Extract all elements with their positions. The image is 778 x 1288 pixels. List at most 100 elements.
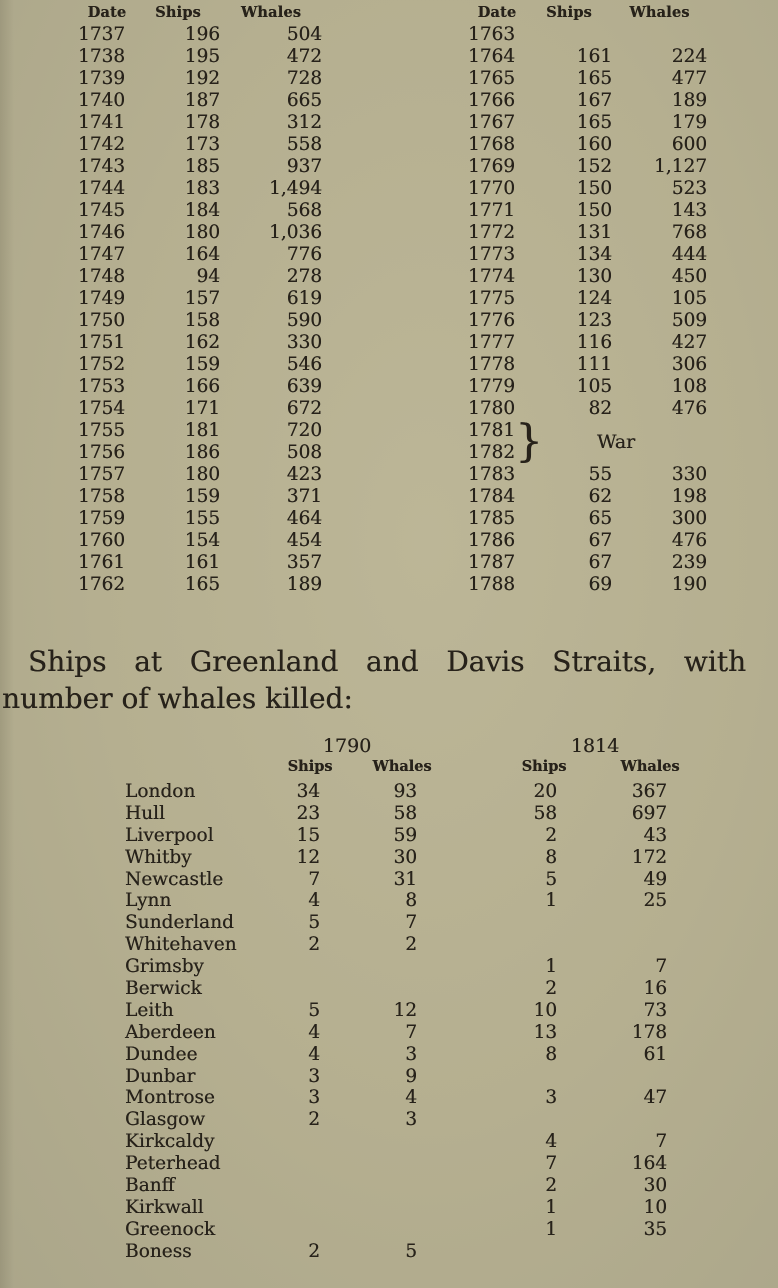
ships-1814-cell: 20 xyxy=(533,781,557,802)
whales-1790-cell: 5 xyxy=(405,1240,417,1262)
whales-1790-cell: 93 xyxy=(393,781,417,802)
date-cell: 1776 xyxy=(468,310,516,331)
ships-cell: 171 xyxy=(184,398,220,419)
table-row: Newcastle 7 31 5 49 xyxy=(0,869,778,891)
whales-cell: 728 xyxy=(286,68,322,89)
whales-1814-cell: 16 xyxy=(643,978,667,1000)
ships-cell: 105 xyxy=(576,376,612,397)
whales-cell: 189 xyxy=(286,574,322,595)
table-row: Sunderland 5 7 xyxy=(0,912,778,934)
whales-1790-cell xyxy=(320,978,417,1000)
table-row: 1765 165 477 xyxy=(468,68,707,90)
annual-table-right: Date Ships Whales 1763 1764 161 224 1765 165 4… xyxy=(468,2,707,596)
ships-1790-cell: 5 xyxy=(308,912,320,934)
subheader-whales-1790: Whales xyxy=(372,758,432,775)
ships-cell: 195 xyxy=(184,46,220,67)
table-row: 1777 116 427 xyxy=(468,332,707,354)
table-row: 1739 192 728 xyxy=(78,68,322,90)
table-row: 1766 167 189 xyxy=(468,90,707,112)
whales-cell: 523 xyxy=(671,178,707,199)
date-cell: 1764 xyxy=(468,46,516,67)
ships-cell: 166 xyxy=(184,376,220,397)
port-name-cell: Grimsby xyxy=(125,956,204,978)
table-row: London 34 93 20 367 xyxy=(0,781,778,803)
whales-1790-cell: 3 xyxy=(405,1109,417,1131)
whales-1790-cell xyxy=(320,1197,417,1219)
table-row: 1748 94 278 xyxy=(78,266,322,288)
whales-1790-cell xyxy=(320,1131,417,1153)
annual-table-right-body-top: 1763 1764 161 224 1765 165 477 1766 167 189 1767 16… xyxy=(468,24,707,420)
whales-1790-cell: 31 xyxy=(393,868,417,890)
ports-table-body: London 34 93 20 367 Hull 23 58 58 697 Liverpool 15 5… xyxy=(0,781,778,1263)
war-label: War xyxy=(596,431,636,453)
whales-1790-cell: 9 xyxy=(405,1065,417,1087)
ships-1814-cell: 2 xyxy=(545,978,557,1000)
ships-cell: 159 xyxy=(184,486,220,507)
whales-cell: 239 xyxy=(671,552,707,573)
date-cell: 1765 xyxy=(468,68,516,89)
ships-1790-cell: 7 xyxy=(308,868,320,890)
table-row: 1773 134 444 xyxy=(468,244,707,266)
whales-cell: 504 xyxy=(286,24,322,45)
column-header-ships: Ships xyxy=(155,4,201,21)
table-row: 1783 55 330 xyxy=(468,464,707,486)
paragraph-line-2: number of whales killed: xyxy=(2,682,353,715)
table-row: Leith 5 12 10 73 xyxy=(0,1000,778,1022)
date-cell: 1739 xyxy=(78,68,126,89)
whales-cell: 143 xyxy=(671,200,707,221)
ships-1814-cell xyxy=(417,1241,557,1263)
ships-1814-cell: 2 xyxy=(545,1175,557,1197)
table-row: 1786 67 476 xyxy=(468,530,707,552)
whales-1790-cell: 8 xyxy=(405,890,417,912)
ships-1814-cell: 4 xyxy=(545,1131,557,1153)
ships-1790-cell xyxy=(265,978,320,1000)
port-name-cell: London xyxy=(125,781,196,802)
ships-1814-cell xyxy=(417,1109,557,1131)
ships-1790-cell: 2 xyxy=(308,934,320,956)
table-row: 1761 161 357 xyxy=(78,552,322,574)
table-row: 1771 150 143 xyxy=(468,200,707,222)
ships-1814-cell xyxy=(417,1066,557,1088)
date-cell: 1740 xyxy=(78,90,126,111)
table-row: 1774 130 450 xyxy=(468,266,707,288)
ships-1814-cell: 3 xyxy=(545,1087,557,1109)
ships-1790-cell: 23 xyxy=(296,802,320,824)
ships-1790-cell: 15 xyxy=(296,824,320,846)
table-row: Boness 2 5 xyxy=(0,1241,778,1263)
table-row: 1768 160 600 xyxy=(468,134,707,156)
whales-cell: 312 xyxy=(286,112,322,133)
whales-cell: 476 xyxy=(671,398,707,419)
port-name-cell: Berwick xyxy=(125,978,202,1000)
ships-1790-cell: 4 xyxy=(308,890,320,912)
table-row: 1745 184 568 xyxy=(78,200,322,222)
ships-cell: 165 xyxy=(576,112,612,133)
whales-1814-cell: 43 xyxy=(643,824,667,846)
ships-1790-cell: 3 xyxy=(308,1065,320,1087)
date-cell: 1787 xyxy=(468,552,516,573)
whales-cell: 508 xyxy=(286,442,322,463)
ships-cell xyxy=(526,24,612,46)
ships-cell: 165 xyxy=(184,574,220,595)
date-cell: 1742 xyxy=(78,134,126,155)
annual-table-left-header: Date Ships Whales xyxy=(78,2,322,24)
annual-table-right-body-bottom: 1783 55 330 1784 62 198 1785 65 300 1786 67 476 1787… xyxy=(468,464,707,596)
whales-cell: 568 xyxy=(286,200,322,221)
ships-1814-cell: 1 xyxy=(545,1196,557,1218)
table-row: 1752 159 546 xyxy=(78,354,322,376)
ships-1790-cell: 2 xyxy=(308,1109,320,1131)
port-name-cell: Boness xyxy=(125,1240,192,1262)
table-row: 1778 111 306 xyxy=(468,354,707,376)
table-row: Grimsby 1 7 xyxy=(0,956,778,978)
ships-1814-cell: 2 xyxy=(545,824,557,846)
port-name-cell: Whitehaven xyxy=(125,934,237,956)
subheader-whales-1814: Whales xyxy=(620,758,680,775)
ships-cell: 196 xyxy=(184,24,220,45)
date-cell: 1746 xyxy=(78,222,126,243)
table-row: 1764 161 224 xyxy=(468,46,707,68)
date-cell: 1754 xyxy=(78,398,126,419)
table-row: 1780 82 476 xyxy=(468,398,707,420)
table-row: Glasgow 2 3 xyxy=(0,1109,778,1131)
date-cell: 1755 xyxy=(78,420,126,441)
whales-1790-cell: 2 xyxy=(405,934,417,956)
ships-cell: 150 xyxy=(576,200,612,221)
